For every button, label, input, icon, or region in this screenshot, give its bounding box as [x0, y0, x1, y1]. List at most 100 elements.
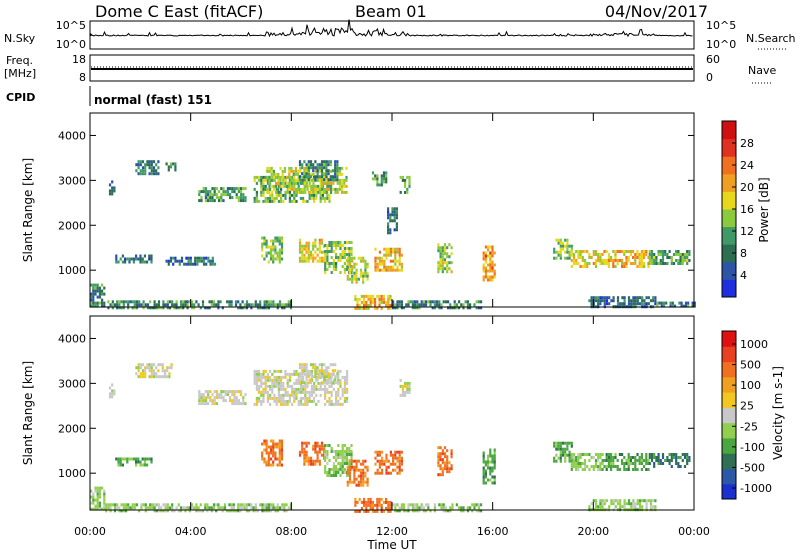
heatmap-cell [592, 262, 595, 265]
heatmap-cell [681, 256, 684, 259]
heatmap-cell [281, 181, 284, 185]
heatmap-cell [262, 181, 265, 185]
heatmap-cell [174, 162, 177, 166]
heatmap-cell [204, 399, 207, 403]
heatmap-cell [371, 509, 374, 513]
heatmap-cell [94, 286, 97, 290]
heatmap-cell [408, 178, 411, 182]
heatmap-cell [213, 193, 216, 197]
heatmap-cell [294, 181, 297, 185]
heatmap-cell [233, 390, 236, 394]
heatmap-cell [315, 378, 318, 382]
heatmap-cell [213, 199, 216, 203]
heatmap-cell [601, 502, 604, 506]
heatmap-cell [301, 163, 304, 167]
heatmap-cell [288, 190, 291, 194]
heatmap-cell [330, 250, 333, 253]
heatmap-cell [677, 262, 680, 265]
heatmap-cell [279, 184, 282, 188]
heatmap-cell [336, 381, 339, 385]
heatmap-cell [392, 459, 395, 463]
heatmap-cell [634, 299, 637, 303]
heatmap-cell [408, 175, 411, 179]
heatmap-cell [484, 251, 487, 255]
heatmap-cell [277, 399, 280, 403]
heatmap-cell [594, 459, 598, 462]
heatmap-cell [319, 193, 322, 197]
heatmap-cell [668, 453, 671, 456]
heatmap-cell [96, 489, 99, 493]
heatmap-cell [325, 160, 328, 164]
heatmap-cell [603, 459, 606, 462]
heatmap-cell [679, 465, 682, 468]
heatmap-cell [118, 509, 121, 513]
heatmap-cell [200, 190, 203, 194]
heatmap-cell [612, 502, 615, 506]
heatmap-cell [282, 396, 285, 400]
heatmap-cell [94, 504, 97, 508]
heatmap-cell [395, 213, 398, 217]
heatmap-cell [276, 303, 279, 307]
heatmap-cell [385, 453, 388, 457]
heatmap-cell [301, 259, 304, 263]
heatmap-cell [229, 187, 232, 191]
heatmap-cell [202, 187, 205, 191]
heatmap-cell [610, 299, 613, 303]
heatmap-cell [215, 303, 218, 307]
heatmap-cell [345, 175, 348, 179]
heatmap-cell [188, 300, 191, 304]
heatmap-cell [202, 256, 206, 260]
heatmap-cell [601, 253, 604, 256]
heatmap-cell [325, 175, 328, 179]
heatmap-cell [601, 505, 604, 509]
heatmap-cell [555, 250, 558, 254]
heatmap-cell [308, 390, 311, 394]
heatmap-cell [643, 302, 646, 306]
heatmap-cell [350, 462, 353, 465]
heatmap-cell [117, 460, 120, 464]
heatmap-cell [572, 459, 576, 462]
heatmap-cell [303, 172, 306, 176]
heatmap-cell [590, 465, 593, 468]
heatmap-cell [143, 463, 146, 467]
heatmap-cell [355, 271, 358, 275]
heatmap-cell [282, 193, 285, 197]
heatmap-cell [334, 175, 337, 179]
heatmap-cell [439, 452, 442, 456]
heatmap-cell [634, 256, 637, 259]
heatmap-cell [355, 483, 358, 487]
heatmap-cell [146, 506, 150, 510]
heatmap-cell [355, 465, 358, 469]
heatmap-cell [336, 178, 339, 182]
heatmap-cell [144, 509, 147, 513]
heatmap-cell [293, 399, 296, 403]
heatmap-cell [443, 261, 447, 265]
heatmap-cell [314, 372, 317, 376]
heatmap-cell [491, 481, 494, 485]
heatmap-cell [278, 448, 281, 452]
heatmap-cell [649, 299, 653, 303]
heatmap-cell [278, 300, 282, 304]
heatmap-cell [305, 378, 308, 382]
heatmap-cell [382, 294, 385, 298]
heatmap-cell [305, 175, 308, 179]
heatmap-cell [398, 259, 401, 263]
nsky-trace [90, 19, 693, 38]
heatmap-cell [420, 503, 423, 507]
heatmap-cell [264, 369, 267, 373]
heatmap-cell [98, 507, 101, 511]
heatmap-cell [218, 393, 221, 397]
heatmap-cell [312, 444, 315, 448]
y-tick-label: 3000 [58, 174, 86, 187]
heatmap-cell [339, 450, 342, 453]
heatmap-cell [263, 448, 266, 452]
colorbar-tick-label: 12 [740, 225, 754, 238]
heatmap-cell [378, 183, 381, 187]
heatmap-cell [173, 306, 176, 310]
heatmap-cell [429, 303, 432, 307]
heatmap-cell [443, 467, 447, 471]
heatmap-cell [264, 187, 267, 191]
heatmap-cell [318, 250, 321, 254]
heatmap-cell [366, 465, 369, 469]
heatmap-cell [443, 452, 447, 456]
